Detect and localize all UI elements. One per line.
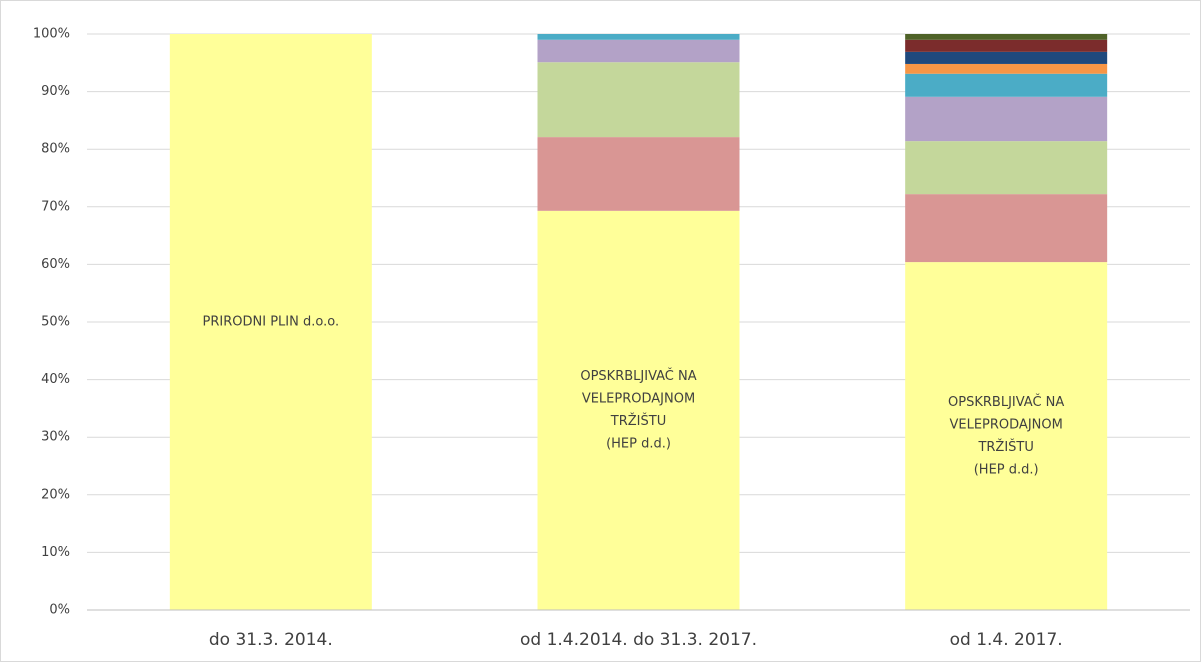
bar-segment — [169, 34, 372, 610]
bar-segment — [905, 194, 1108, 263]
y-tick-label: 70% — [41, 199, 70, 214]
bar-annotation: (HEP d.d.) — [606, 437, 671, 452]
y-tick-label: 100% — [33, 27, 70, 42]
bar-segment — [905, 39, 1108, 52]
x-tick-label: do 31.3. 2014. — [209, 630, 333, 650]
bar-segment — [905, 141, 1108, 195]
bar-segment — [905, 262, 1108, 610]
y-tick-label: 90% — [41, 84, 70, 99]
bar-segment — [537, 39, 740, 63]
y-tick-label: 30% — [41, 430, 70, 445]
bar-annotation: TRŽIŠTU — [610, 413, 666, 429]
bar-annotation: VELEPRODAJNOM — [949, 417, 1062, 432]
x-tick-label: od 1.4. 2017. — [950, 630, 1063, 650]
bar-segment — [537, 210, 740, 610]
x-tick-label: od 1.4.2014. do 31.3. 2017. — [520, 630, 757, 650]
bar-segment — [905, 96, 1108, 142]
bar-annotation: TRŽIŠTU — [977, 439, 1033, 455]
bar-annotation: OPSKRBLJIVAČ NA — [948, 394, 1064, 410]
bar-segment — [905, 34, 1108, 40]
y-tick-label: 50% — [41, 315, 70, 330]
y-tick-label: 80% — [41, 142, 70, 157]
bar-segment — [905, 63, 1108, 74]
bar-annotation: PRIRODNI PLIN d.o.o. — [203, 315, 340, 330]
bar-segment — [537, 62, 740, 138]
bar-annotation: OPSKRBLJIVAČ NA — [580, 368, 696, 384]
y-tick-label: 60% — [41, 257, 70, 272]
bar-segment — [537, 137, 740, 211]
y-tick-label: 0% — [49, 603, 70, 618]
bar-segment — [537, 34, 740, 40]
bar-segment — [905, 51, 1108, 64]
y-tick-label: 10% — [41, 545, 70, 560]
y-tick-label: 20% — [41, 487, 70, 502]
bar-annotation: (HEP d.d.) — [974, 462, 1039, 477]
bar-annotation: VELEPRODAJNOM — [582, 392, 695, 407]
bar-segment — [905, 73, 1108, 97]
y-tick-label: 40% — [41, 372, 70, 387]
